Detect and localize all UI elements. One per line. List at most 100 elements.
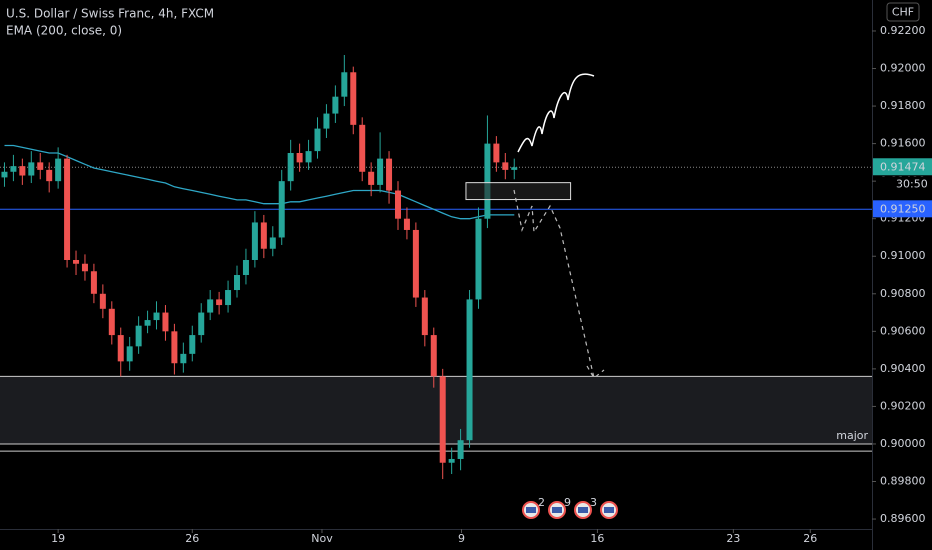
candle-body <box>144 320 151 326</box>
candle-body <box>162 312 169 332</box>
y-tick-label: 0.89600 <box>880 512 926 525</box>
candle-body <box>511 167 518 170</box>
y-tick-label: 0.90600 <box>880 324 926 337</box>
candle-body <box>73 259 80 264</box>
candle-body <box>171 331 178 364</box>
indicator-title: EMA (200, close, 0) <box>6 24 122 38</box>
candle-body <box>135 325 142 347</box>
candle-body <box>269 237 276 249</box>
countdown-box <box>880 176 932 193</box>
y-tick-label: 0.89800 <box>880 475 926 488</box>
candle-body <box>117 335 124 362</box>
candle-body <box>439 376 446 463</box>
candle-body <box>350 72 357 125</box>
candle-body <box>189 335 196 354</box>
event-count: 3 <box>590 496 597 509</box>
candle-body <box>37 162 44 170</box>
candle-body <box>260 222 267 249</box>
candle-body <box>412 229 419 298</box>
currency-label: CHF <box>892 6 914 19</box>
level-price-label: 0.91250 <box>880 202 926 215</box>
candle-body <box>305 151 312 163</box>
event-flag <box>552 507 562 513</box>
y-tick-label: 0.90200 <box>880 399 926 412</box>
candle-body <box>207 299 214 313</box>
event-count: 2 <box>538 496 545 509</box>
candle-body <box>421 297 428 336</box>
last-price-box <box>873 158 932 176</box>
last-price-label: 0.91474 <box>880 160 926 173</box>
currency-box <box>886 2 920 22</box>
candle-body <box>502 162 509 170</box>
y-tick-label: 0.91600 <box>880 137 926 150</box>
candle-body <box>28 162 35 176</box>
candle-body <box>46 169 53 182</box>
zone <box>0 376 872 444</box>
y-tick-label: 0.91800 <box>880 99 926 112</box>
event-flag <box>604 507 614 513</box>
candle-body <box>368 171 375 185</box>
x-tick-label: 9 <box>458 532 465 545</box>
candle-body <box>394 190 401 219</box>
candle-body <box>493 143 500 163</box>
candle-body <box>64 158 71 260</box>
level-price-box <box>873 200 932 218</box>
x-tick-label: 26 <box>185 532 199 545</box>
y-tick-label: 0.92000 <box>880 62 926 75</box>
candle-body <box>180 353 187 364</box>
candle-body <box>81 263 88 272</box>
candle-body <box>287 152 294 182</box>
event-count: 9 <box>564 496 571 509</box>
candle-body <box>359 124 366 172</box>
countdown-label: 30:50 <box>896 177 928 190</box>
projection-arrow <box>513 189 605 379</box>
candle-body <box>332 96 339 114</box>
candle-body <box>475 218 482 300</box>
candle-body <box>90 271 97 294</box>
box-drawing <box>465 182 572 201</box>
candle-body <box>323 113 330 129</box>
candle-body <box>126 346 133 362</box>
x-tick-label: 19 <box>51 532 65 545</box>
candle-body <box>19 166 26 176</box>
x-tick-label: 23 <box>726 532 740 545</box>
squiggle-drawing <box>517 73 595 153</box>
candle-body <box>386 158 393 191</box>
x-tick-label: 26 <box>803 532 817 545</box>
candle-body <box>225 290 232 306</box>
candle-body <box>314 128 321 152</box>
candle-body <box>251 222 258 260</box>
candle-body <box>296 152 303 163</box>
candle-body <box>108 308 115 336</box>
ema-line <box>4 144 515 220</box>
candle-body <box>466 299 473 441</box>
candle-body <box>10 166 17 172</box>
plot-area: major <box>0 55 872 480</box>
candle-body <box>99 293 106 309</box>
candle-body <box>484 143 491 219</box>
event-flag <box>578 507 588 513</box>
candle-body <box>55 158 62 182</box>
candle-body <box>278 181 285 238</box>
candle-body <box>377 158 384 185</box>
event-flag <box>526 507 536 513</box>
y-tick-label: 0.90000 <box>880 437 926 450</box>
candle-body <box>430 335 437 377</box>
candle-body <box>1 171 8 178</box>
zone-label: major <box>836 429 868 442</box>
x-tick-label: Nov <box>311 532 333 545</box>
candle-body <box>457 440 464 459</box>
candle-body <box>198 312 205 336</box>
x-tick-label: 16 <box>590 532 604 545</box>
candle-body <box>403 218 410 230</box>
symbol-title: U.S. Dollar / Swiss Franc, 4h, FXCM <box>6 7 214 21</box>
y-tick-label: 0.91000 <box>880 249 926 262</box>
y-tick-label: 0.90400 <box>880 362 926 375</box>
candle-body <box>242 259 249 276</box>
candle-body <box>341 72 348 97</box>
candle-body <box>234 275 241 291</box>
candle-body <box>216 299 223 306</box>
candle-body <box>448 458 455 463</box>
